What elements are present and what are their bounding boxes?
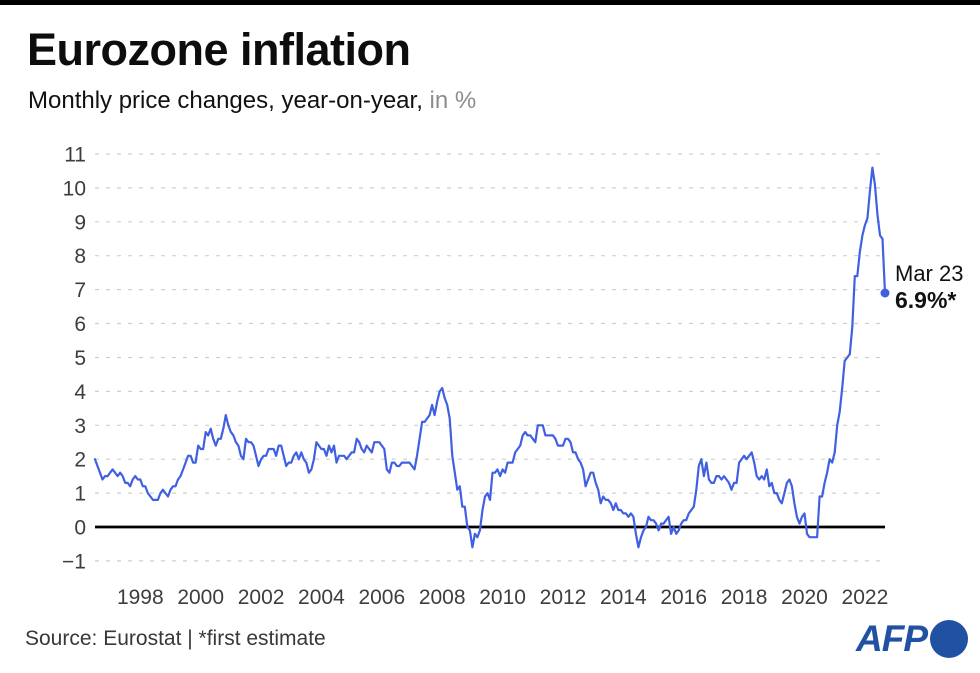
x-tick-label: 2014 [600,586,647,609]
top-bar [0,0,980,5]
x-tick-label: 2010 [479,586,526,609]
x-tick-label: 2022 [842,586,889,609]
y-tick-label: 8 [74,245,86,268]
source-note: Source: Eurostat | *first estimate [25,627,326,650]
x-tick-label: 2006 [358,586,405,609]
y-tick-label: 9 [74,211,86,234]
x-tick-label: 2004 [298,586,345,609]
y-tick-label: 6 [74,313,86,336]
x-tick-label: 2002 [238,586,285,609]
y-tick-label: 3 [74,415,86,438]
y-tick-label: 4 [74,381,86,404]
y-tick-label: 10 [63,177,86,200]
annotation-date: Mar 23 [895,261,964,286]
x-tick-label: 2012 [540,586,587,609]
y-tick-label: 7 [74,279,86,302]
subtitle-text: Monthly price changes, year-on-year, [28,87,423,114]
x-tick-label: 2000 [177,586,224,609]
x-tick-label: 2018 [721,586,768,609]
afp-logo: AFP [856,618,968,660]
chart-subtitle: Monthly price changes, year-on-year, in … [28,87,476,115]
y-tick-label: −1 [62,550,86,573]
afp-logo-circle-icon [930,620,968,658]
page-title: Eurozone inflation [27,24,411,75]
x-tick-label: 2008 [419,586,466,609]
afp-logo-text: AFP [856,618,928,659]
x-tick-label: 1998 [117,586,164,609]
y-tick-label: 2 [74,449,86,472]
y-tick-label: 5 [74,347,86,370]
y-tick-label: 11 [64,144,86,167]
x-tick-label: 2020 [781,586,828,609]
inflation-series-line [93,166,887,549]
last-point-annotation: Mar 23 6.9%* [895,261,963,313]
last-point-dot [880,288,890,298]
y-tick-label: 0 [74,517,86,540]
y-tick-label: 1 [74,483,86,506]
subtitle-unit: in % [429,87,477,114]
annotation-value: 6.9%* [895,287,957,313]
x-tick-label: 2016 [660,586,707,609]
